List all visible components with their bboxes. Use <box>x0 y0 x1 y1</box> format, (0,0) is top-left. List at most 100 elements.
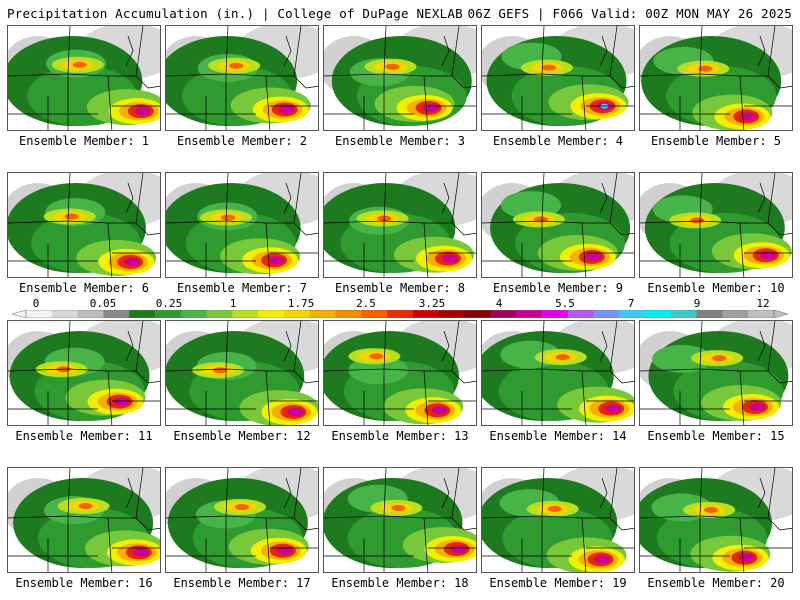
ensemble-member-label: Ensemble Member: 14 <box>489 429 627 443</box>
ensemble-member-label: Ensemble Member: 16 <box>15 576 153 590</box>
colorbar-tick-label: 0 <box>32 297 40 310</box>
colorbar-swatch <box>361 310 388 318</box>
precipitation-map <box>166 468 318 572</box>
colorbar-tick-label: 0.25 <box>155 297 183 310</box>
ensemble-member-label: Ensemble Member: 20 <box>647 576 785 590</box>
colorbar-swatch <box>464 310 491 318</box>
ensemble-member-label: Ensemble Member: 17 <box>173 576 311 590</box>
ensemble-member-map <box>323 467 477 573</box>
precipitation-map <box>8 321 160 425</box>
ensemble-member-label: Ensemble Member: 8 <box>334 281 466 295</box>
ensemble-member-map <box>7 467 161 573</box>
ensemble-member-map <box>165 320 319 426</box>
colorbar-swatch <box>103 310 130 318</box>
colorbar-swatch <box>670 310 698 318</box>
ensemble-member-label: Ensemble Member: 9 <box>492 281 624 295</box>
colorbar-labels: 0 0.05 0.25 1 1.75 2.5 3.25 4 5.5 7 9 12 <box>30 297 790 310</box>
colorbar-tick-label: 4 <box>495 297 503 310</box>
colorbar-tick-label: 0.05 <box>89 297 117 310</box>
ensemble-member-label: Ensemble Member: 5 <box>650 134 782 148</box>
colorbar-swatch <box>748 310 775 318</box>
colorbar-swatch <box>438 310 465 318</box>
colorbar-swatch <box>51 310 79 318</box>
ensemble-member-map <box>165 467 319 573</box>
precipitation-map <box>482 26 634 130</box>
colorbar-swatch <box>77 310 104 318</box>
product-title: Precipitation Accumulation (in.) | Colle… <box>7 6 463 21</box>
colorbar-swatch <box>309 310 337 318</box>
precipitation-map <box>640 468 792 572</box>
precipitation-map <box>324 26 476 130</box>
colorbar-swatch <box>206 310 233 318</box>
ensemble-member-label: Ensemble Member: 15 <box>647 429 785 443</box>
precipitation-map <box>482 468 634 572</box>
ensemble-member-map <box>7 172 161 278</box>
precipitation-map <box>8 468 160 572</box>
ensemble-member-map <box>323 25 477 131</box>
colorbar-swatch <box>387 310 414 318</box>
precipitation-map <box>166 26 318 130</box>
precipitation-map <box>166 173 318 277</box>
ensemble-member-label: Ensemble Member: 18 <box>331 576 469 590</box>
colorbar-left-arrow <box>12 310 27 318</box>
precipitation-map <box>640 173 792 277</box>
colorbar-right-arrow <box>773 310 788 318</box>
colorbar-tick-label: 9 <box>693 297 701 310</box>
colorbar-swatch <box>490 310 517 318</box>
precipitation-colorbar <box>12 310 788 318</box>
ensemble-member-map <box>481 467 635 573</box>
ensemble-member-map <box>481 25 635 131</box>
colorbar-swatch <box>129 310 156 318</box>
colorbar-swatch <box>541 310 569 318</box>
colorbar-swatch <box>593 310 620 318</box>
ensemble-member-map <box>481 172 635 278</box>
colorbar-swatch <box>516 310 543 318</box>
precipitation-map <box>482 321 634 425</box>
colorbar-swatch <box>722 310 749 318</box>
precipitation-map <box>324 321 476 425</box>
colorbar-tick-label: 5.5 <box>555 297 575 310</box>
precipitation-map <box>640 26 792 130</box>
colorbar-tick-label: 7 <box>627 297 635 310</box>
ensemble-member-map <box>323 320 477 426</box>
ensemble-member-label: Ensemble Member: 13 <box>331 429 469 443</box>
colorbar-swatch <box>335 310 362 318</box>
colorbar-tick-label: 1 <box>229 297 237 310</box>
ensemble-member-map <box>639 172 793 278</box>
ensemble-member-label: Ensemble Member: 10 <box>647 281 785 295</box>
ensemble-member-label: Ensemble Member: 1 <box>18 134 150 148</box>
ensemble-member-label: Ensemble Member: 6 <box>18 281 150 295</box>
precipitation-map <box>166 321 318 425</box>
ensemble-member-map <box>481 320 635 426</box>
ensemble-member-map <box>323 172 477 278</box>
colorbar-tick-label: 2.5 <box>356 297 376 310</box>
ensemble-member-map <box>165 25 319 131</box>
ensemble-member-map <box>7 320 161 426</box>
precipitation-map <box>482 173 634 277</box>
colorbar-swatch <box>232 310 259 318</box>
ensemble-member-map <box>7 25 161 131</box>
ensemble-member-label: Ensemble Member: 19 <box>489 576 627 590</box>
ensemble-member-map <box>165 172 319 278</box>
precipitation-map <box>640 321 792 425</box>
colorbar-swatch <box>180 310 208 318</box>
precipitation-map <box>324 468 476 572</box>
ensemble-member-map <box>639 25 793 131</box>
ensemble-member-label: Ensemble Member: 4 <box>492 134 624 148</box>
precipitation-map <box>8 26 160 130</box>
precipitation-map <box>8 173 160 277</box>
colorbar-swatch <box>645 310 672 318</box>
ensemble-member-map <box>639 320 793 426</box>
colorbar-tick-label: 12 <box>756 297 770 310</box>
ensemble-member-label: Ensemble Member: 3 <box>334 134 466 148</box>
ensemble-member-label: Ensemble Member: 12 <box>173 429 311 443</box>
colorbar-swatch <box>283 310 311 318</box>
ensemble-member-label: Ensemble Member: 11 <box>15 429 153 443</box>
colorbar-swatch <box>412 310 440 318</box>
ensemble-member-label: Ensemble Member: 2 <box>176 134 308 148</box>
ensemble-member-label: Ensemble Member: 7 <box>176 281 308 295</box>
model-run-info: 06Z GEFS | F066 Valid: 00Z MON MAY 26 20… <box>467 6 792 21</box>
colorbar-swatch <box>26 310 53 318</box>
colorbar-tick-label: 1.75 <box>287 297 315 310</box>
colorbar-swatch <box>567 310 594 318</box>
